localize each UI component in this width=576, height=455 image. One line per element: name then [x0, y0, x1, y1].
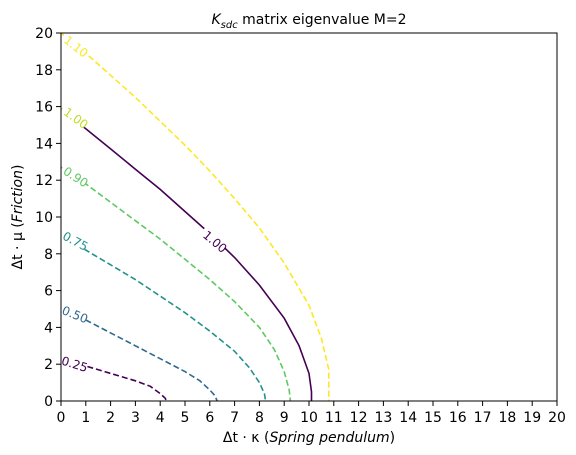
contour-line-0-90: [60, 166, 292, 402]
x-tick-label: 0: [57, 410, 66, 426]
x-tick-label: 12: [350, 410, 368, 426]
x-tick-label: 14: [399, 410, 417, 426]
x-tick-label: 11: [325, 410, 343, 426]
contour-line-1-10: [60, 32, 330, 401]
y-tick-label: 12: [35, 173, 53, 189]
x-tick-label: 5: [181, 410, 190, 426]
contour-label-0-90: 0.90: [61, 164, 91, 190]
x-tick-label: 1: [81, 410, 90, 426]
contour-line-0-50: [60, 308, 218, 402]
x-tick-label: 4: [156, 410, 165, 426]
x-tick-label: 13: [374, 410, 392, 426]
x-tick-label: 3: [131, 410, 140, 426]
chart-title: Ksdc matrix eigenvalue M=2: [211, 12, 406, 31]
contour-label-1-00: 1.00: [200, 228, 229, 256]
x-tick-label: 8: [255, 410, 264, 426]
contour-line-0-75: [60, 234, 267, 402]
contour-line-0-25: [60, 359, 168, 402]
contour-label-background: [58, 227, 90, 252]
x-tick-label: 18: [498, 410, 516, 426]
contour-label-background: [58, 162, 90, 189]
x-tick-label: 17: [474, 410, 492, 426]
contour-labels: 0.250.500.750.901.001.001.10: [58, 30, 230, 375]
contour-label-0-50: 0.50: [60, 303, 90, 326]
y-tick-label: 14: [35, 136, 53, 152]
y-tick-label: 20: [35, 26, 53, 42]
x-tick-label: 15: [424, 410, 442, 426]
y-axis-label: Δt · μ (Friction): [10, 165, 26, 270]
contour-lines: [60, 32, 330, 402]
x-tick-label: 20: [548, 410, 566, 426]
y-tick-label: 8: [44, 247, 53, 263]
x-tick-label: 6: [205, 410, 214, 426]
contour-line-1-00: [60, 109, 313, 401]
contour-label-background: [198, 225, 229, 254]
x-tick-label: 2: [106, 410, 115, 426]
x-axis-ticks: 0 1 2 3 4 5 6 7 8 9 10 11 12 13 14 15 16 17 18 19 20: [57, 401, 566, 426]
contour-label-background: [59, 102, 90, 130]
y-tick-label: 18: [35, 63, 53, 79]
x-tick-label: 9: [280, 410, 289, 426]
x-axis-label: Δt · κ (Spring pendulum): [223, 430, 395, 446]
contour-label-1-10: 1.10: [61, 33, 91, 60]
y-tick-label: 4: [44, 320, 53, 336]
y-tick-label: 0: [44, 394, 53, 410]
x-tick-label: 16: [449, 410, 467, 426]
x-tick-label: 7: [230, 410, 239, 426]
contour-label-background: [58, 352, 90, 374]
y-tick-label: 16: [35, 100, 53, 116]
y-axis-ticks: 0 2 4 6 8 10 12 14 16 18 20: [35, 26, 61, 410]
contour-label-1-00: 1.00: [61, 105, 91, 132]
contour-label-0-25: 0.25: [60, 354, 90, 375]
x-tick-label: 19: [523, 410, 541, 426]
contour-label-background: [59, 30, 90, 59]
y-tick-label: 10: [35, 210, 53, 226]
contour-label-background: [58, 301, 90, 325]
y-tick-label: 6: [44, 284, 53, 300]
x-tick-label: 10: [300, 410, 318, 426]
y-tick-label: 2: [44, 357, 53, 373]
